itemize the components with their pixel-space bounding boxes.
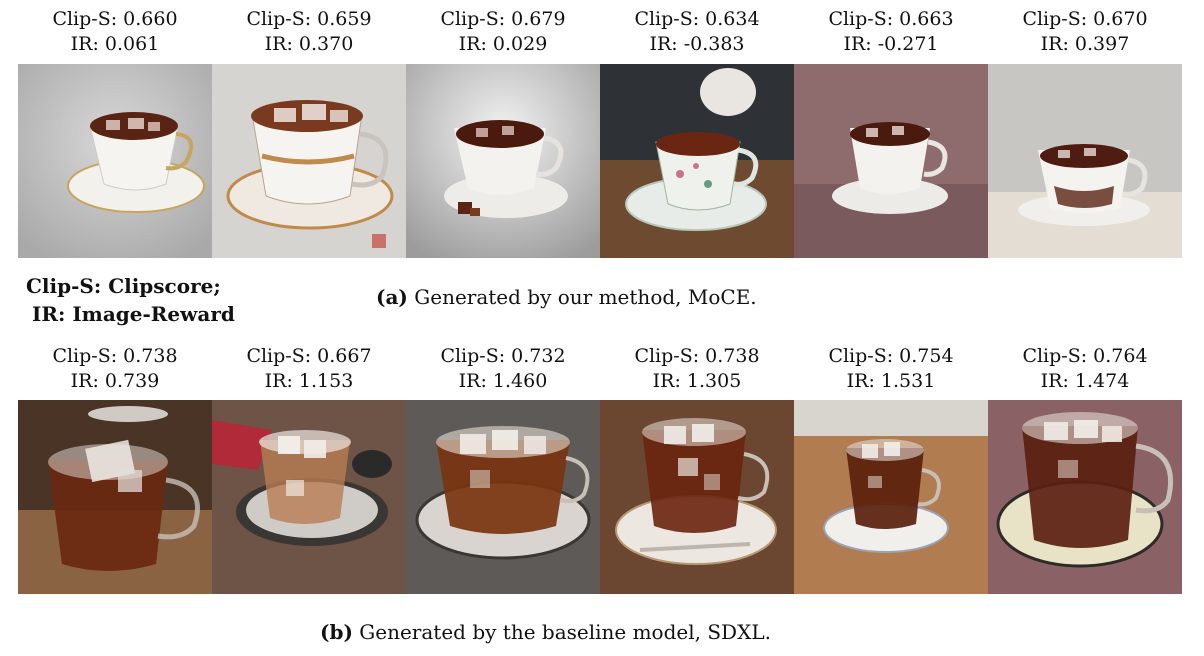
row-b-scores: Clip-S: 0.738 IR: 0.739 Clip-S: 0.667 IR: …	[18, 344, 1182, 394]
score-label: Clip-S: 0.738 IR: 1.305	[634, 345, 760, 392]
glass-teacup-icon	[18, 400, 212, 594]
row-a-images	[18, 64, 1182, 258]
glass-teacup-icon	[988, 400, 1182, 594]
porcelain-teacup-icon	[794, 64, 988, 258]
generated-image	[794, 64, 988, 258]
porcelain-teacup-icon	[18, 64, 212, 258]
glass-teacup-icon	[212, 400, 406, 594]
glass-teacup-icon	[406, 400, 600, 594]
caption-b: (b) Generated by the baseline model, SDX…	[320, 620, 771, 644]
score-label: Clip-S: 0.659 IR: 0.370	[246, 8, 372, 55]
generated-image	[406, 400, 600, 594]
porcelain-teacup-icon	[406, 64, 600, 258]
score-label: Clip-S: 0.667 IR: 1.153	[246, 345, 372, 392]
generated-image	[794, 400, 988, 594]
generated-image	[600, 400, 794, 594]
score-label: Clip-S: 0.738 IR: 0.739	[52, 345, 178, 392]
generated-image	[600, 64, 794, 258]
glass-teacup-icon	[794, 400, 988, 594]
generated-image	[406, 64, 600, 258]
score-label: Clip-S: 0.670 IR: 0.397	[1022, 8, 1148, 55]
score-label: Clip-S: 0.663 IR: -0.271	[828, 8, 954, 55]
porcelain-teacup-icon	[600, 64, 794, 258]
caption-a: (a) Generated by our method, MoCE.	[376, 285, 757, 309]
score-label: Clip-S: 0.732 IR: 1.460	[440, 345, 566, 392]
row-b-images	[18, 400, 1182, 594]
glass-teacup-icon	[600, 400, 794, 594]
generated-image	[18, 64, 212, 258]
generated-image	[18, 400, 212, 594]
score-label: Clip-S: 0.679 IR: 0.029	[440, 8, 566, 55]
row-a-scores: Clip-S: 0.660 IR: 0.061 Clip-S: 0.659 IR: …	[18, 7, 1182, 57]
score-label: Clip-S: 0.634 IR: -0.383	[634, 8, 760, 55]
porcelain-teacup-icon	[988, 64, 1182, 258]
generated-image	[988, 64, 1182, 258]
generated-image	[212, 64, 406, 258]
generated-image	[988, 400, 1182, 594]
score-label: Clip-S: 0.660 IR: 0.061	[52, 8, 178, 55]
metric-legend: Clip-S: Clipscore; IR: Image-Reward	[26, 274, 235, 326]
score-label: Clip-S: 0.754 IR: 1.531	[828, 345, 954, 392]
porcelain-teacup-icon	[212, 64, 406, 258]
generated-image	[212, 400, 406, 594]
score-label: Clip-S: 0.764 IR: 1.474	[1022, 345, 1148, 392]
